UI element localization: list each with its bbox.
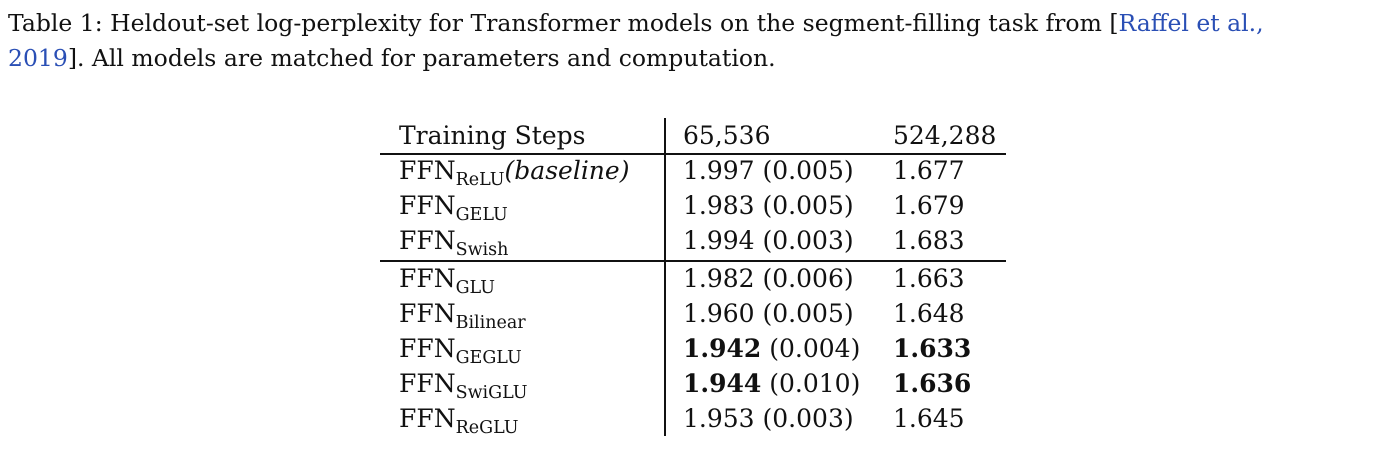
header-training-steps: Training Steps [399,121,586,150]
perplexity-mean: 1.944 [683,369,762,398]
table-row: FFNGELU 1.983 (0.005) 1.679 [380,188,1006,225]
perplexity-mean: 1.994 [683,226,755,255]
model-name: FFNGLU [399,261,495,300]
value-65536: 1.942 (0.004) [683,331,860,366]
perplexity-std: (0.003) [754,404,854,433]
table-row: FFNBilinear 1.960 (0.005) 1.648 [380,296,1006,333]
model-base: FFN [399,226,456,255]
citation-link[interactable]: Raffel et al., [1118,9,1264,37]
value-524288: 1.636 [893,369,972,398]
header-rule [380,153,1006,155]
model-base: FFN [399,404,456,433]
perplexity-std: (0.003) [754,226,854,255]
perplexity-mean: 1.960 [683,299,755,328]
model-name: FFNGEGLU [399,331,522,370]
perplexity-mean: 1.997 [683,156,755,185]
header-row: Training Steps 65,536 524,288 [380,118,1006,153]
perplexity-std: (0.010) [761,369,861,398]
value-65536: 1.960 (0.005) [683,296,854,331]
model-name: FFNBilinear [399,296,526,335]
perplexity-std: (0.005) [754,191,854,220]
model-note: (baseline) [504,156,630,185]
perplexity-mean: 1.983 [683,191,755,220]
value-524288: 1.679 [893,191,965,220]
perplexity-std: (0.005) [754,156,854,185]
caption-text-tail: ]. All models are matched for parameters… [67,44,776,72]
model-name: FFNSwish [399,223,508,262]
model-activation: Bilinear [455,313,526,333]
model-activation: ReLU [455,170,505,190]
perplexity-mean: 1.942 [683,334,762,363]
model-name: FFNReGLU [399,401,519,440]
model-base: FFN [399,191,456,220]
table-row: FFNReLU(baseline) 1.997 (0.005) 1.677 [380,153,1006,190]
model-activation: GEGLU [455,348,522,368]
value-524288: 1.645 [893,404,965,433]
value-65536: 1.983 (0.005) [683,188,854,223]
group-rule [380,260,1006,262]
value-524288: 1.633 [893,334,972,363]
perplexity-std: (0.004) [761,334,861,363]
perplexity-std: (0.006) [754,264,854,293]
value-65536: 1.982 (0.006) [683,261,854,296]
model-activation: GELU [455,205,508,225]
model-base: FFN [399,264,456,293]
value-65536: 1.944 (0.010) [683,366,860,401]
table-row: FFNReGLU 1.953 (0.003) 1.645 [380,401,1006,438]
model-base: FFN [399,299,456,328]
model-base: FFN [399,369,456,398]
perplexity-mean: 1.953 [683,404,755,433]
header-65536: 65,536 [683,121,771,150]
model-activation: GLU [455,278,495,298]
header-524288: 524,288 [893,121,997,150]
table-row: FFNGLU 1.982 (0.006) 1.663 [380,261,1006,298]
model-activation: Swish [455,240,509,260]
table-row: FFNSwish 1.994 (0.003) 1.683 [380,223,1006,260]
value-65536: 1.997 (0.005) [683,153,854,188]
value-524288: 1.648 [893,299,965,328]
model-name: FFNSwiGLU [399,366,528,405]
perplexity-mean: 1.982 [683,264,755,293]
value-524288: 1.677 [893,156,965,185]
value-65536: 1.994 (0.003) [683,223,854,258]
column-divider [664,118,666,436]
model-activation: SwiGLU [455,383,528,403]
model-name: FFNReLU(baseline) [399,153,629,192]
model-base: FFN [399,334,456,363]
value-65536: 1.953 (0.003) [683,401,854,436]
model-name: FFNGELU [399,188,508,227]
value-524288: 1.683 [893,226,965,255]
table-row: FFNGEGLU 1.942 (0.004) 1.633 [380,331,1006,368]
model-activation: ReGLU [455,418,519,438]
model-base: FFN [399,156,456,185]
value-524288: 1.663 [893,264,965,293]
caption-text: Table 1: Heldout-set log-perplexity for … [8,9,1119,37]
citation-year-link[interactable]: 2019 [8,44,68,72]
results-table: Training Steps 65,536 524,288 FFNReLU(ba… [380,118,1006,438]
perplexity-std: (0.005) [754,299,854,328]
table-row: FFNSwiGLU 1.944 (0.010) 1.636 [380,366,1006,403]
table-caption: Table 1: Heldout-set log-perplexity for … [8,6,1380,76]
